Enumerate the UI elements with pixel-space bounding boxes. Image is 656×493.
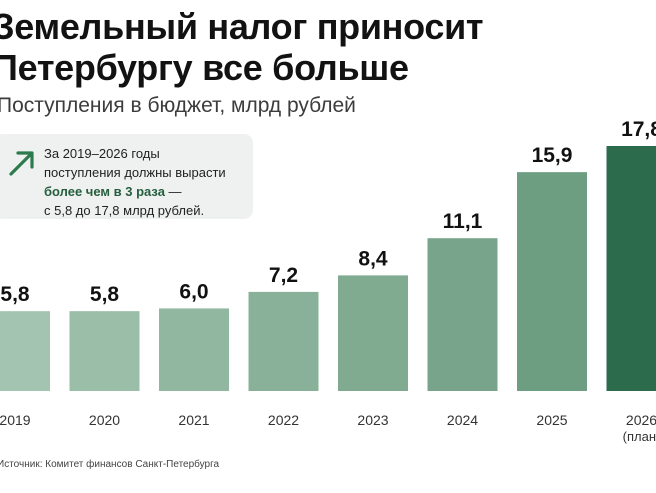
value-label-2023: 8,4 bbox=[358, 247, 388, 270]
category-label-2024: 2024 bbox=[447, 412, 478, 428]
callout-line-2: поступления должны вырасти bbox=[44, 165, 226, 180]
source-note: Источник: Комитет финансов Санкт-Петербу… bbox=[0, 459, 220, 470]
value-label-2020: 5,8 bbox=[90, 283, 120, 306]
category-label-2025: 2025 bbox=[536, 412, 567, 428]
callout-line-1: За 2019–2026 годы bbox=[44, 146, 160, 161]
category-note-2026: (план) bbox=[623, 429, 656, 444]
bar-2020 bbox=[69, 311, 140, 391]
category-label-2020: 2020 bbox=[89, 412, 120, 428]
category-label-2021: 2021 bbox=[178, 412, 209, 428]
bar-2023 bbox=[338, 275, 408, 391]
category-label-2022: 2022 bbox=[268, 412, 299, 428]
value-label-2024: 11,1 bbox=[443, 210, 483, 233]
callout-dash: — bbox=[164, 184, 182, 199]
trend-up-arrow-icon bbox=[9, 151, 34, 176]
category-label-2023: 2023 bbox=[357, 412, 388, 428]
bar-2019 bbox=[0, 311, 50, 391]
callout-text: За 2019–2026 годы поступления должны выр… bbox=[44, 144, 226, 220]
bar-2024 bbox=[427, 238, 498, 391]
bar-2025 bbox=[517, 172, 587, 391]
value-label-2026: 17,8 bbox=[621, 118, 656, 141]
chart-subtitle: Поступления в бюджет, млрд рублей bbox=[0, 94, 356, 117]
value-label-2025: 15,9 bbox=[532, 144, 573, 167]
bar-2022 bbox=[248, 291, 319, 391]
callout-line-3: более чем в 3 раза — bbox=[44, 182, 226, 201]
chart-title: Земельный налог приносит Петербургу все … bbox=[0, 6, 656, 88]
chart-title-line-2: Петербургу все больше bbox=[0, 47, 409, 88]
value-label-2019: 5,8 bbox=[0, 283, 30, 306]
growth-callout: За 2019–2026 годы поступления должны выр… bbox=[0, 134, 253, 219]
category-label-2019: 2019 bbox=[0, 412, 31, 428]
category-label-2026: 2026 bbox=[626, 412, 656, 428]
callout-line-4: с 5,8 до 17,8 млрд рублей. bbox=[44, 203, 205, 218]
callout-emphasis: более чем в 3 раза bbox=[44, 184, 165, 199]
chart-title-line-1: Земельный налог приносит bbox=[0, 6, 484, 47]
bar-2021 bbox=[159, 308, 229, 391]
bar-2026 bbox=[606, 146, 656, 391]
value-label-2022: 7,2 bbox=[269, 264, 298, 287]
value-label-2021: 6,0 bbox=[179, 280, 208, 303]
